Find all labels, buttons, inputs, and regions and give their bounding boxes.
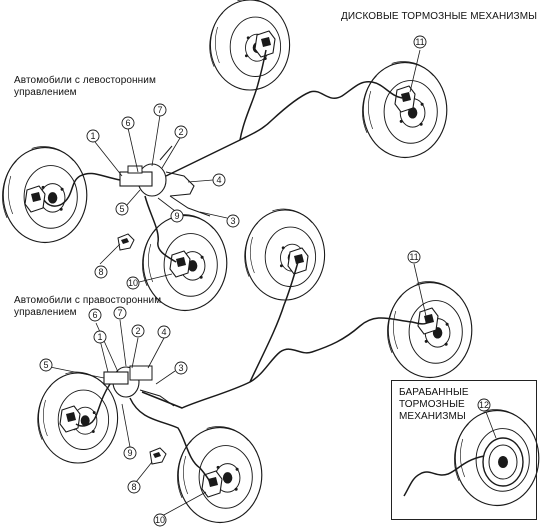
drum-brakes-title: БАРАБАННЫЕ ТОРМОЗНЫЕ МЕХАНИЗМЫ — [399, 387, 469, 422]
master-cylinder-lhd — [119, 145, 211, 217]
callout-5-rhd: 5 — [43, 360, 48, 370]
wheel-front-right-rhd — [176, 425, 263, 524]
callout-1-lhd: 1 — [90, 131, 95, 141]
callout-8-rhd: 8 — [131, 482, 136, 492]
callout-1-rhd: 1 — [97, 332, 102, 342]
callout-4-lhd: 4 — [216, 175, 221, 185]
brake-lines-lhd — [43, 49, 403, 263]
lhd-label: Автомобили с левосторонним управлением — [14, 75, 156, 98]
wheel-rear-left-rhd — [244, 208, 326, 301]
callout-9-lhd: 9 — [174, 211, 179, 221]
drum-brake-inset-frame — [391, 380, 537, 520]
callout-7-lhd: 7 — [157, 105, 162, 115]
callout-2-rhd: 2 — [135, 326, 140, 336]
callout-3-rhd: 3 — [178, 363, 183, 373]
callout-11-lhd: 11 — [415, 37, 424, 47]
callout-3-lhd: 3 — [230, 216, 235, 226]
callout-6-rhd: 6 — [92, 310, 97, 320]
callout-7-rhd: 7 — [117, 308, 122, 318]
callout-12-drum: 12 — [479, 400, 489, 410]
rhd-label: Автомобили с правосторонним управлением — [14, 295, 162, 318]
callout-11-rhd: 11 — [409, 252, 418, 262]
brake-lines-rhd — [75, 261, 429, 483]
disc-brakes-title: ДИСКОВЫЕ ТОРМОЗНЫЕ МЕХАНИЗМЫ — [341, 11, 538, 22]
callout-4-rhd: 4 — [161, 327, 166, 337]
pressure-regulator-rhd — [149, 447, 167, 465]
callout-9-rhd: 9 — [127, 448, 132, 458]
callout-8-lhd: 8 — [98, 267, 103, 277]
callout-10-lhd: 10 — [128, 278, 138, 288]
callout-2-lhd: 2 — [178, 127, 183, 137]
drum-brake-wheel — [453, 408, 540, 507]
callout-5-lhd: 5 — [119, 204, 124, 214]
wheel-rear-left-lhd — [209, 0, 291, 91]
pressure-regulator-lhd — [117, 233, 135, 251]
callout-6-lhd: 6 — [125, 118, 130, 128]
drum-brake-line — [403, 455, 485, 497]
callout-10-rhd: 10 — [155, 515, 165, 525]
